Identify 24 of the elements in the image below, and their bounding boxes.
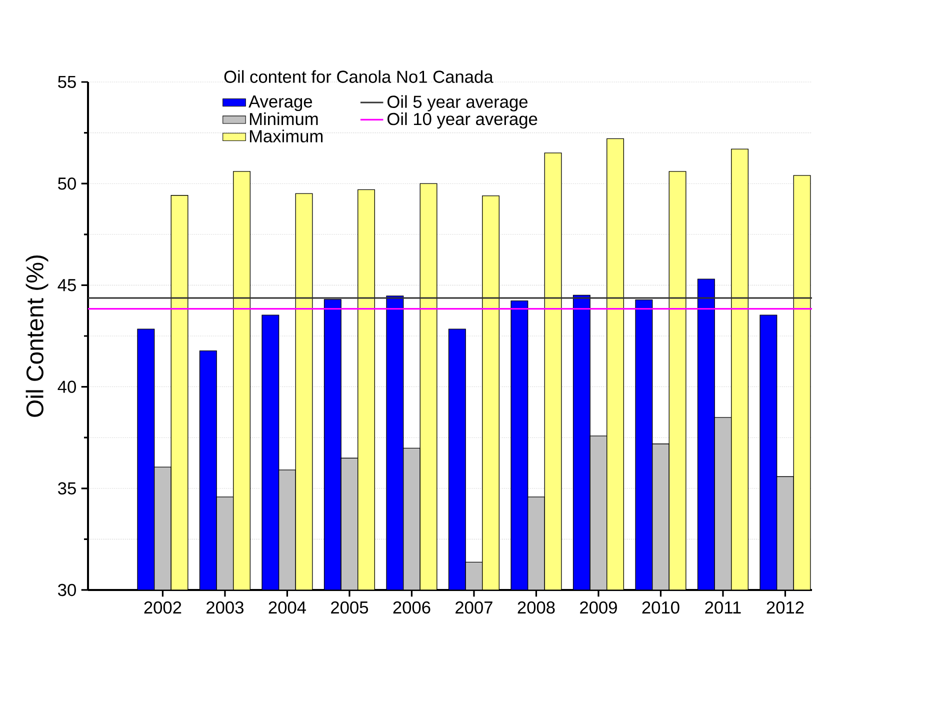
- x-tick-label: 2006: [393, 601, 430, 614]
- y-tick-label: 45: [58, 279, 76, 292]
- x-tick-label: 2002: [144, 601, 182, 614]
- x-tick-label: 2003: [206, 601, 244, 614]
- y-tick-label: 55: [58, 76, 76, 88]
- x-tick-label: 2004: [268, 601, 306, 614]
- legend-label: Average: [248, 96, 312, 112]
- x-tick-label: 2005: [331, 601, 368, 614]
- y-tick-label: 40: [58, 380, 76, 393]
- legend-title: Oil content for Canola No1 Canada: [224, 70, 494, 83]
- x-tick-label: 2007: [456, 601, 492, 614]
- x-tick-label: 2010: [642, 601, 680, 614]
- legend-label: Minimum: [250, 112, 318, 126]
- x-tick-label: 2008: [518, 601, 555, 614]
- y-tick-label: 30: [58, 584, 76, 596]
- x-tick-label: 2012: [766, 601, 804, 614]
- y-axis-title: Oil Content (%): [26, 255, 48, 417]
- x-tick-label: 2009: [580, 601, 617, 614]
- legend-label: Oil 5 year average: [388, 95, 528, 112]
- legend-label: Oil 10 year average: [388, 112, 538, 129]
- x-tick-label: 2011: [705, 601, 741, 614]
- y-tick-label: 50: [58, 177, 76, 190]
- legend-label: Maximum: [250, 130, 323, 142]
- y-tick-label: 35: [58, 482, 76, 495]
